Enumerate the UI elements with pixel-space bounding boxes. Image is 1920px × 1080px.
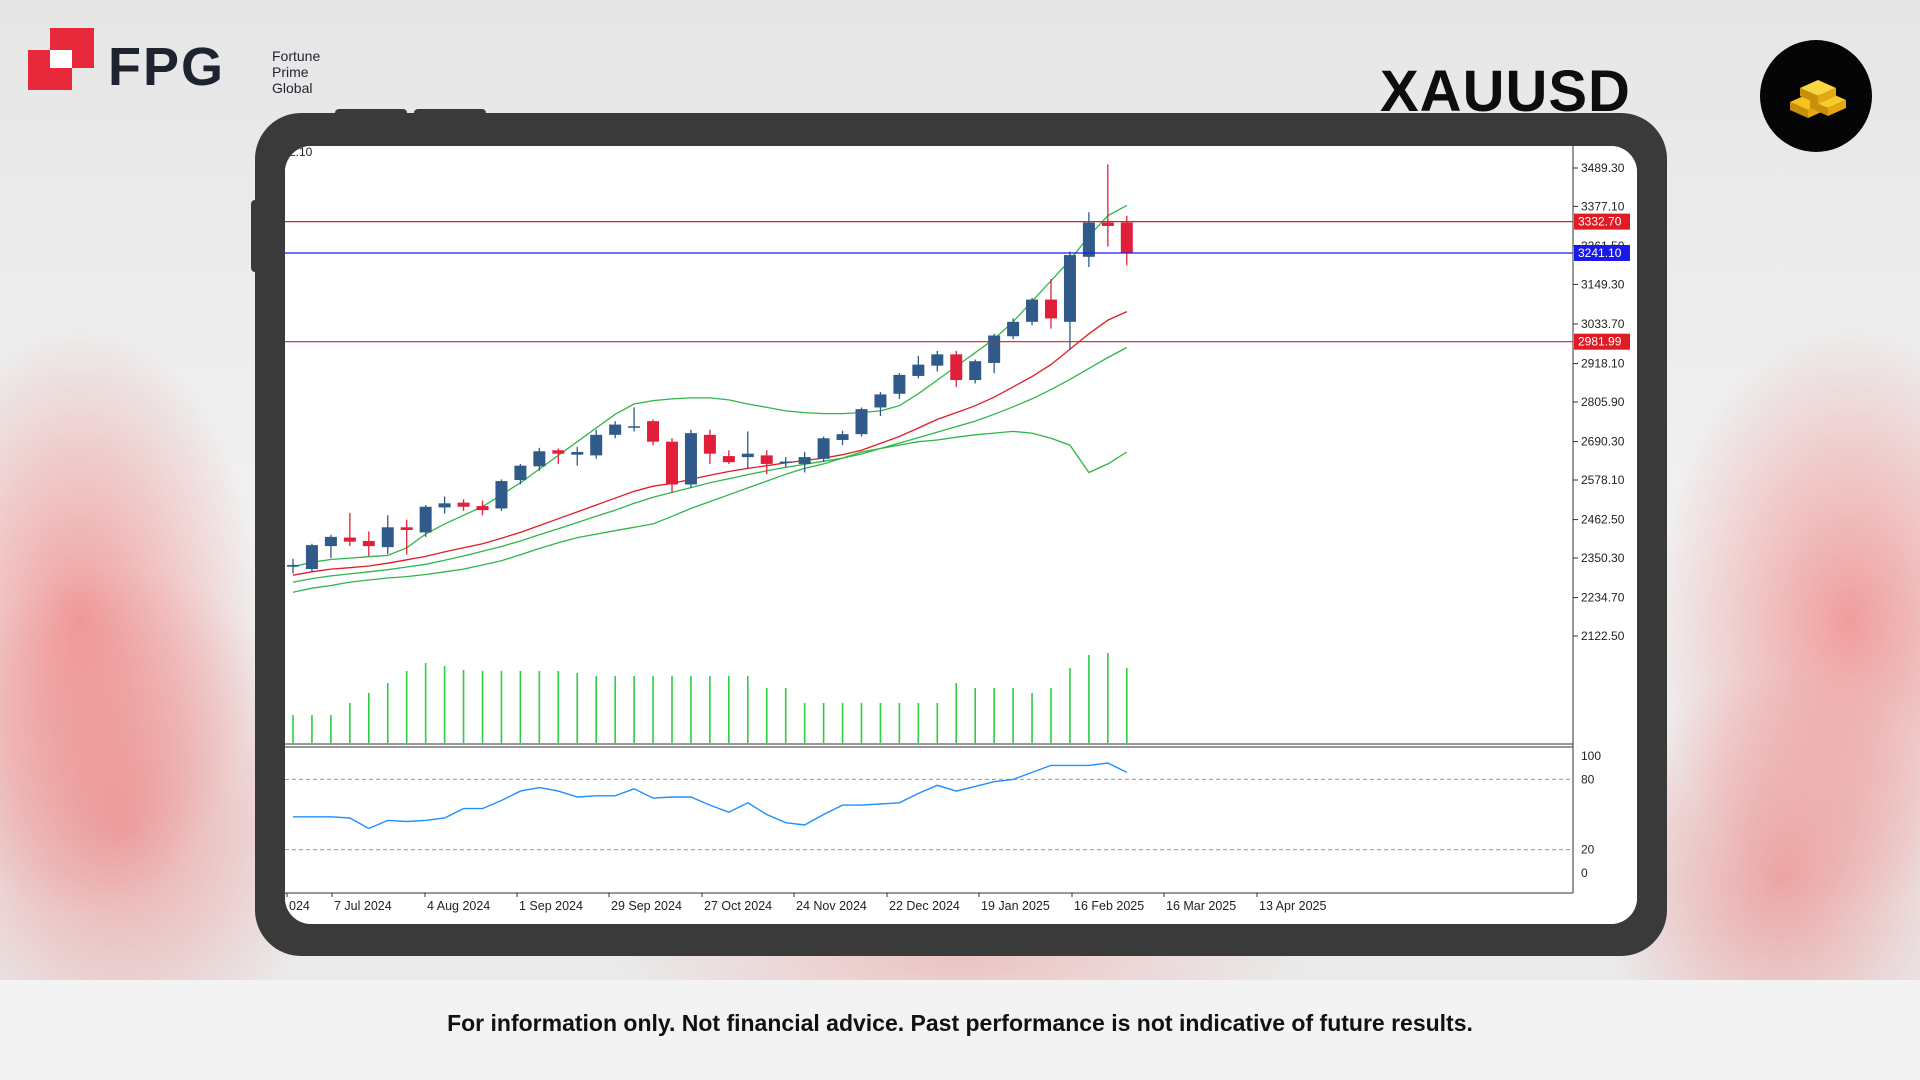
brand-name: FPG — [108, 37, 226, 97]
candle-body — [1063, 255, 1076, 322]
time-tick-label: 22 Dec 2024 — [889, 899, 960, 913]
brand-subtitle: Fortune Prime Global — [272, 48, 320, 96]
time-tick-label: 7 Jul 2024 — [334, 899, 392, 913]
candle-body — [590, 434, 603, 456]
candle-body — [287, 564, 299, 567]
candle-body — [514, 465, 527, 481]
candle-body — [438, 503, 451, 508]
candle-body — [533, 451, 546, 467]
level-price-tag — [1574, 333, 1630, 350]
candle-body — [476, 506, 489, 511]
candle-body — [609, 424, 622, 435]
candle-body — [381, 527, 394, 548]
price-tick-label: 3489.30 — [1581, 161, 1625, 175]
brand-subtitle-line: Fortune — [272, 48, 321, 64]
candle-body — [400, 527, 413, 531]
price-tick-label: 2350.30 — [1581, 551, 1625, 565]
candle-body — [874, 394, 887, 408]
moving-average-red-line — [292, 311, 1128, 576]
level-price-tag — [1574, 213, 1630, 230]
candle-body — [969, 361, 982, 381]
candle-body — [1082, 222, 1095, 257]
candle-body — [1045, 299, 1057, 319]
candle-body — [722, 456, 735, 463]
time-tick-label: 4 Aug 2024 — [427, 899, 490, 913]
time-tick-label: 27 Oct 2024 — [704, 899, 772, 913]
bollinger-lower-line — [292, 430, 1128, 593]
level-price-label: 2981.99 — [1578, 335, 1622, 349]
candle-body — [647, 421, 660, 442]
price-tick-label: 2578.10 — [1581, 473, 1625, 487]
level-price-label: 3332.70 — [1578, 215, 1622, 229]
price-tick-label: 3377.10 — [1581, 199, 1625, 213]
candle-body — [419, 506, 432, 533]
price-tick-label: 2690.30 — [1581, 435, 1625, 449]
candle-body — [912, 364, 925, 376]
price-tick-label: 2122.50 — [1581, 629, 1625, 643]
chart-screen: 2.10 3489.303377.103261.503149.303033.70… — [285, 146, 1637, 924]
oscillator-line — [293, 762, 1128, 830]
oscillator-tick-label: 100 — [1581, 749, 1601, 763]
candle-body — [1120, 222, 1133, 253]
level-price-label: 3241.10 — [1578, 246, 1622, 260]
time-tick-label: 16 Mar 2025 — [1166, 899, 1236, 913]
candle-body — [836, 434, 849, 440]
time-tick-label: 16 Feb 2025 — [1074, 899, 1144, 913]
candle-body — [817, 438, 830, 459]
disclaimer: For information only. Not financial advi… — [447, 1010, 1473, 1036]
brand-subtitle-line: Global — [272, 80, 313, 96]
candle-body — [950, 354, 963, 381]
candle-body — [457, 502, 470, 507]
time-tick-label: 29 Sep 2024 — [611, 899, 682, 913]
gold-badge — [1760, 40, 1872, 152]
candle-body — [495, 481, 508, 509]
moving-average-green-line — [292, 346, 1128, 583]
time-tick-label: 19 Jan 2025 — [981, 899, 1050, 913]
level-price-tag — [1574, 244, 1630, 261]
candle-body — [760, 455, 773, 464]
top-left-label: 2.10 — [289, 146, 313, 159]
candle-body — [1007, 321, 1020, 337]
candle-body — [988, 335, 1001, 363]
price-tick-label: 2805.90 — [1581, 395, 1625, 409]
price-tick-label: 2462.50 — [1581, 513, 1625, 527]
price-tick-label: 3149.30 — [1581, 277, 1625, 291]
oscillator-tick-label: 20 — [1581, 843, 1595, 857]
oscillator-tick-label: 80 — [1581, 772, 1595, 786]
candle-body — [684, 433, 697, 485]
bollinger-upper-line — [292, 204, 1128, 568]
tablet-frame: 2.10 3489.303377.103261.503149.303033.70… — [255, 113, 1667, 956]
time-tick-label: 1 Sep 2024 — [519, 899, 583, 913]
candle-body — [893, 374, 906, 394]
candle-body — [552, 450, 565, 454]
candle-body — [741, 453, 754, 458]
candle-body — [779, 461, 792, 464]
brand-subtitle-line: Prime — [272, 64, 309, 80]
time-tick-label: 24 Nov 2024 — [796, 899, 867, 913]
oscillator-tick-label: 0 — [1581, 866, 1588, 880]
candle-body — [571, 451, 584, 455]
price-tick-label: 3033.70 — [1581, 317, 1625, 331]
candle-body — [666, 441, 678, 485]
footer-band — [0, 980, 1920, 1080]
candle-body — [1101, 222, 1114, 226]
candle-body — [1026, 299, 1039, 322]
candle-body — [855, 409, 868, 435]
candle-body — [628, 426, 641, 428]
price-tick-label: 2918.10 — [1581, 357, 1625, 371]
price-tick-label: 2234.70 — [1581, 591, 1625, 605]
candle-body — [324, 536, 337, 547]
candle-body — [703, 434, 716, 454]
candle-body — [343, 537, 356, 542]
price-chart: 2.10 3489.303377.103261.503149.303033.70… — [285, 146, 1637, 924]
candle-body — [305, 545, 318, 570]
gold-bars-icon — [1790, 80, 1846, 118]
candle-body — [931, 354, 944, 366]
candle-body — [362, 540, 375, 547]
fpg-logo-icon — [28, 28, 94, 90]
candle-body — [798, 457, 811, 464]
time-tick-label: 024 — [289, 899, 310, 913]
time-tick-label: 13 Apr 2025 — [1259, 899, 1326, 913]
